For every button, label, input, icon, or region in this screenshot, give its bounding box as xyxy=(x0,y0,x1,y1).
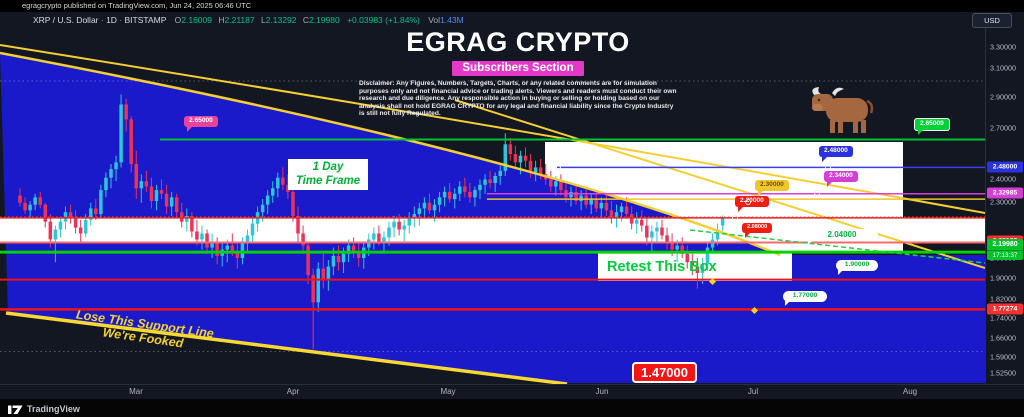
retest-box-note: Retest This Box xyxy=(607,259,717,275)
symbol-legend-row: XRP / U.S. Dollar · 1D · BITSTAMP O2.160… xyxy=(33,15,464,25)
timeframe-note: 1 Day Time Frame xyxy=(288,159,368,190)
timeframe-line2: Time Frame xyxy=(295,175,361,187)
price-axis[interactable]: 2.19980 17:13:37 3.30000 3.10000 2.90000 2.… xyxy=(985,28,1024,384)
published-bar: egragcrypto published on TradingView.com… xyxy=(0,0,1024,12)
callout-2-48: 2.48000 xyxy=(819,146,853,162)
callout-2-34: 2.34000 xyxy=(824,171,858,187)
candle-countdown: 17:13:37 xyxy=(987,250,1023,260)
close-value: 2.19980 xyxy=(308,15,340,25)
bull-icon xyxy=(808,85,876,140)
month-label: Aug xyxy=(902,387,918,396)
exchange: BITSTAMP xyxy=(124,15,167,25)
price-tick: 1.52500 xyxy=(990,368,1016,378)
target-price-label: 1.47000 xyxy=(632,362,697,383)
footer-bar: TradingView xyxy=(0,399,1024,417)
timeframe-line1: 1 Day xyxy=(312,161,344,173)
published-text: egragcrypto published on TradingView.com… xyxy=(22,1,252,10)
open-label: O xyxy=(174,15,182,25)
disclaimer-text: Disclaimer: Any Figures, Numbers, Target… xyxy=(359,80,677,118)
time-axis[interactable]: Mar Apr May Jun Jul Aug xyxy=(0,384,1024,400)
price-tick: 2.40000 xyxy=(990,174,1016,184)
low-label: L xyxy=(260,15,266,25)
symbol-name[interactable]: XRP / U.S. Dollar xyxy=(33,15,99,25)
month-label: May xyxy=(440,387,456,396)
month-label: Jun xyxy=(595,387,609,396)
page-title: EGRAG CRYPTO xyxy=(406,27,630,57)
anchor-dot xyxy=(825,164,831,170)
anchor-dot xyxy=(555,165,561,171)
volume-value: 1.43M xyxy=(440,15,464,25)
price-tick: 2.90000 xyxy=(990,92,1016,102)
high-label: H xyxy=(218,15,225,25)
volume-label: Vol xyxy=(428,15,441,25)
close-label: C xyxy=(302,15,309,25)
callout-2-65-left: 2.65000 xyxy=(184,116,218,132)
anchor-dot xyxy=(814,190,820,196)
price-tick: 3.10000 xyxy=(990,63,1016,73)
tradingview-brand-text: TradingView xyxy=(27,403,80,414)
high-value: 2.21187 xyxy=(224,15,255,25)
month-label: Apr xyxy=(286,387,300,396)
price-tick: 1.66000 xyxy=(990,333,1016,343)
price-axis-badge: 2.48000 xyxy=(987,161,1023,173)
pill-1-90: 1.90000 xyxy=(836,260,878,275)
subscribers-badge: Subscribers Section xyxy=(452,61,584,76)
price-axis-badge: 2.32985 xyxy=(987,187,1023,199)
currency-toggle-button[interactable]: USD xyxy=(972,13,1012,28)
change-value: +0.03983 (+1.84%) xyxy=(347,15,420,25)
tradingview-logo-icon xyxy=(8,405,23,414)
anchor-dot xyxy=(732,215,738,221)
price-tick: 1.74000 xyxy=(990,313,1016,323)
price-axis-badge: 1.77274 xyxy=(987,303,1023,315)
month-label: Jul xyxy=(747,387,759,396)
low-value: 2.13292 xyxy=(265,15,297,25)
callout-2-30: 2.30000 xyxy=(755,180,789,196)
interval[interactable]: 1D xyxy=(106,15,117,25)
price-tick: 1.82000 xyxy=(990,294,1016,304)
pill-1-77: 1.77000 xyxy=(783,291,827,306)
current-price: 2.19980 xyxy=(992,241,1018,248)
callout-2-08: 2.08000 xyxy=(742,223,773,238)
price-tick: 2.70000 xyxy=(990,123,1016,133)
price-tick: 3.30000 xyxy=(990,42,1016,52)
tradingview-logo[interactable]: TradingView xyxy=(8,403,80,414)
price-tick: 1.59000 xyxy=(990,352,1016,362)
title-block: EGRAG CRYPTO Subscribers Section Disclai… xyxy=(292,27,744,118)
callout-2-65-right: 2.65000 xyxy=(914,118,950,135)
current-price-badge: 2.19980 17:13:37 xyxy=(987,239,1023,260)
price-tick: 1.90000 xyxy=(990,273,1016,283)
price-tick: 2.30000 xyxy=(990,197,1016,207)
pill-2-04: 2.04000 xyxy=(806,229,878,245)
month-label: Mar xyxy=(129,387,143,396)
anchor-dot xyxy=(745,199,751,205)
callout-2-20: 2.20000 xyxy=(735,196,769,212)
open-value: 2.16009 xyxy=(181,15,212,25)
